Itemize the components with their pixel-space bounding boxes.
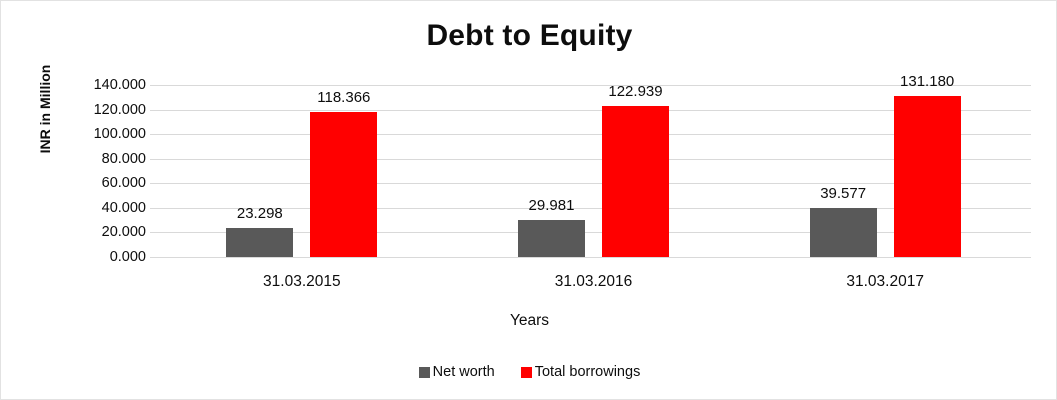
bar-value-label: 29.981 <box>528 197 575 215</box>
bar-value-label: 131.180 <box>900 72 955 90</box>
bar-value-label: 118.366 <box>317 88 371 106</box>
legend-swatch-icon <box>520 366 532 378</box>
chart-title: Debt to Equity <box>426 19 633 52</box>
y-axis-tick-mark <box>150 232 156 234</box>
bar-networth <box>226 228 294 257</box>
legend-item[interactable]: Net worth <box>418 364 495 380</box>
y-axis-tick-mark <box>150 134 156 136</box>
y-axis-tick-label: 40.000 <box>101 199 146 216</box>
y-axis-tick-mark <box>150 207 156 209</box>
y-axis-tick-mark <box>150 158 156 160</box>
gridline <box>156 85 1031 86</box>
gridline <box>156 183 1031 185</box>
x-axis-category-label: 31.03.2016 <box>554 273 633 290</box>
y-axis-tick-mark <box>150 85 156 86</box>
y-axis-tick-label: 80.000 <box>101 150 146 167</box>
gridline <box>156 257 1031 258</box>
y-axis-tick-mark <box>150 257 156 258</box>
bar-value-label: 122.939 <box>608 82 663 100</box>
y-axis-tick-mark <box>150 183 156 185</box>
gridline <box>156 158 1031 160</box>
legend-item[interactable]: Total borrowings <box>520 364 641 380</box>
gridline <box>156 109 1031 111</box>
x-axis-title: Years <box>509 312 550 329</box>
y-axis-tick-label: 60.000 <box>101 175 146 192</box>
bar-borrowings <box>893 95 961 257</box>
x-axis-category-label: 31.03.2017 <box>846 273 924 290</box>
y-axis-tick-label: 20.000 <box>101 224 146 241</box>
bar-networth <box>518 220 585 257</box>
chart-legend: Net worth Total borrowings <box>1 364 1056 380</box>
legend-swatch-icon <box>418 366 430 378</box>
bar-borrowings <box>602 105 669 257</box>
gridline <box>156 232 1031 234</box>
bar-value-label: 39.577 <box>820 185 867 203</box>
bar-value-label: 23.298 <box>236 205 283 223</box>
gridline <box>156 207 1031 209</box>
y-axis-tick-label: 140.000 <box>93 77 146 93</box>
plot-area: 23.298 118.366 29.981 122.939 39.577 131.180 <box>156 74 1031 258</box>
y-axis-title: INR in Million <box>37 64 53 154</box>
legend-label: Net worth <box>432 364 495 380</box>
gridline <box>156 134 1031 136</box>
y-axis-tick-label: 0.000 <box>109 249 146 265</box>
x-axis-category-label: 31.03.2015 <box>263 273 341 290</box>
y-axis-tick-mark <box>150 109 156 111</box>
legend-label: Total borrowings <box>534 364 641 380</box>
y-axis-tick-labels: 140.000 120.000 100.000 80.000 60.000 40.000 2… <box>56 78 146 264</box>
y-axis-tick-label: 100.000 <box>93 126 146 143</box>
bar-networth <box>809 208 877 257</box>
y-axis-tick-label: 120.000 <box>93 101 146 118</box>
bar-borrowings <box>310 111 378 257</box>
